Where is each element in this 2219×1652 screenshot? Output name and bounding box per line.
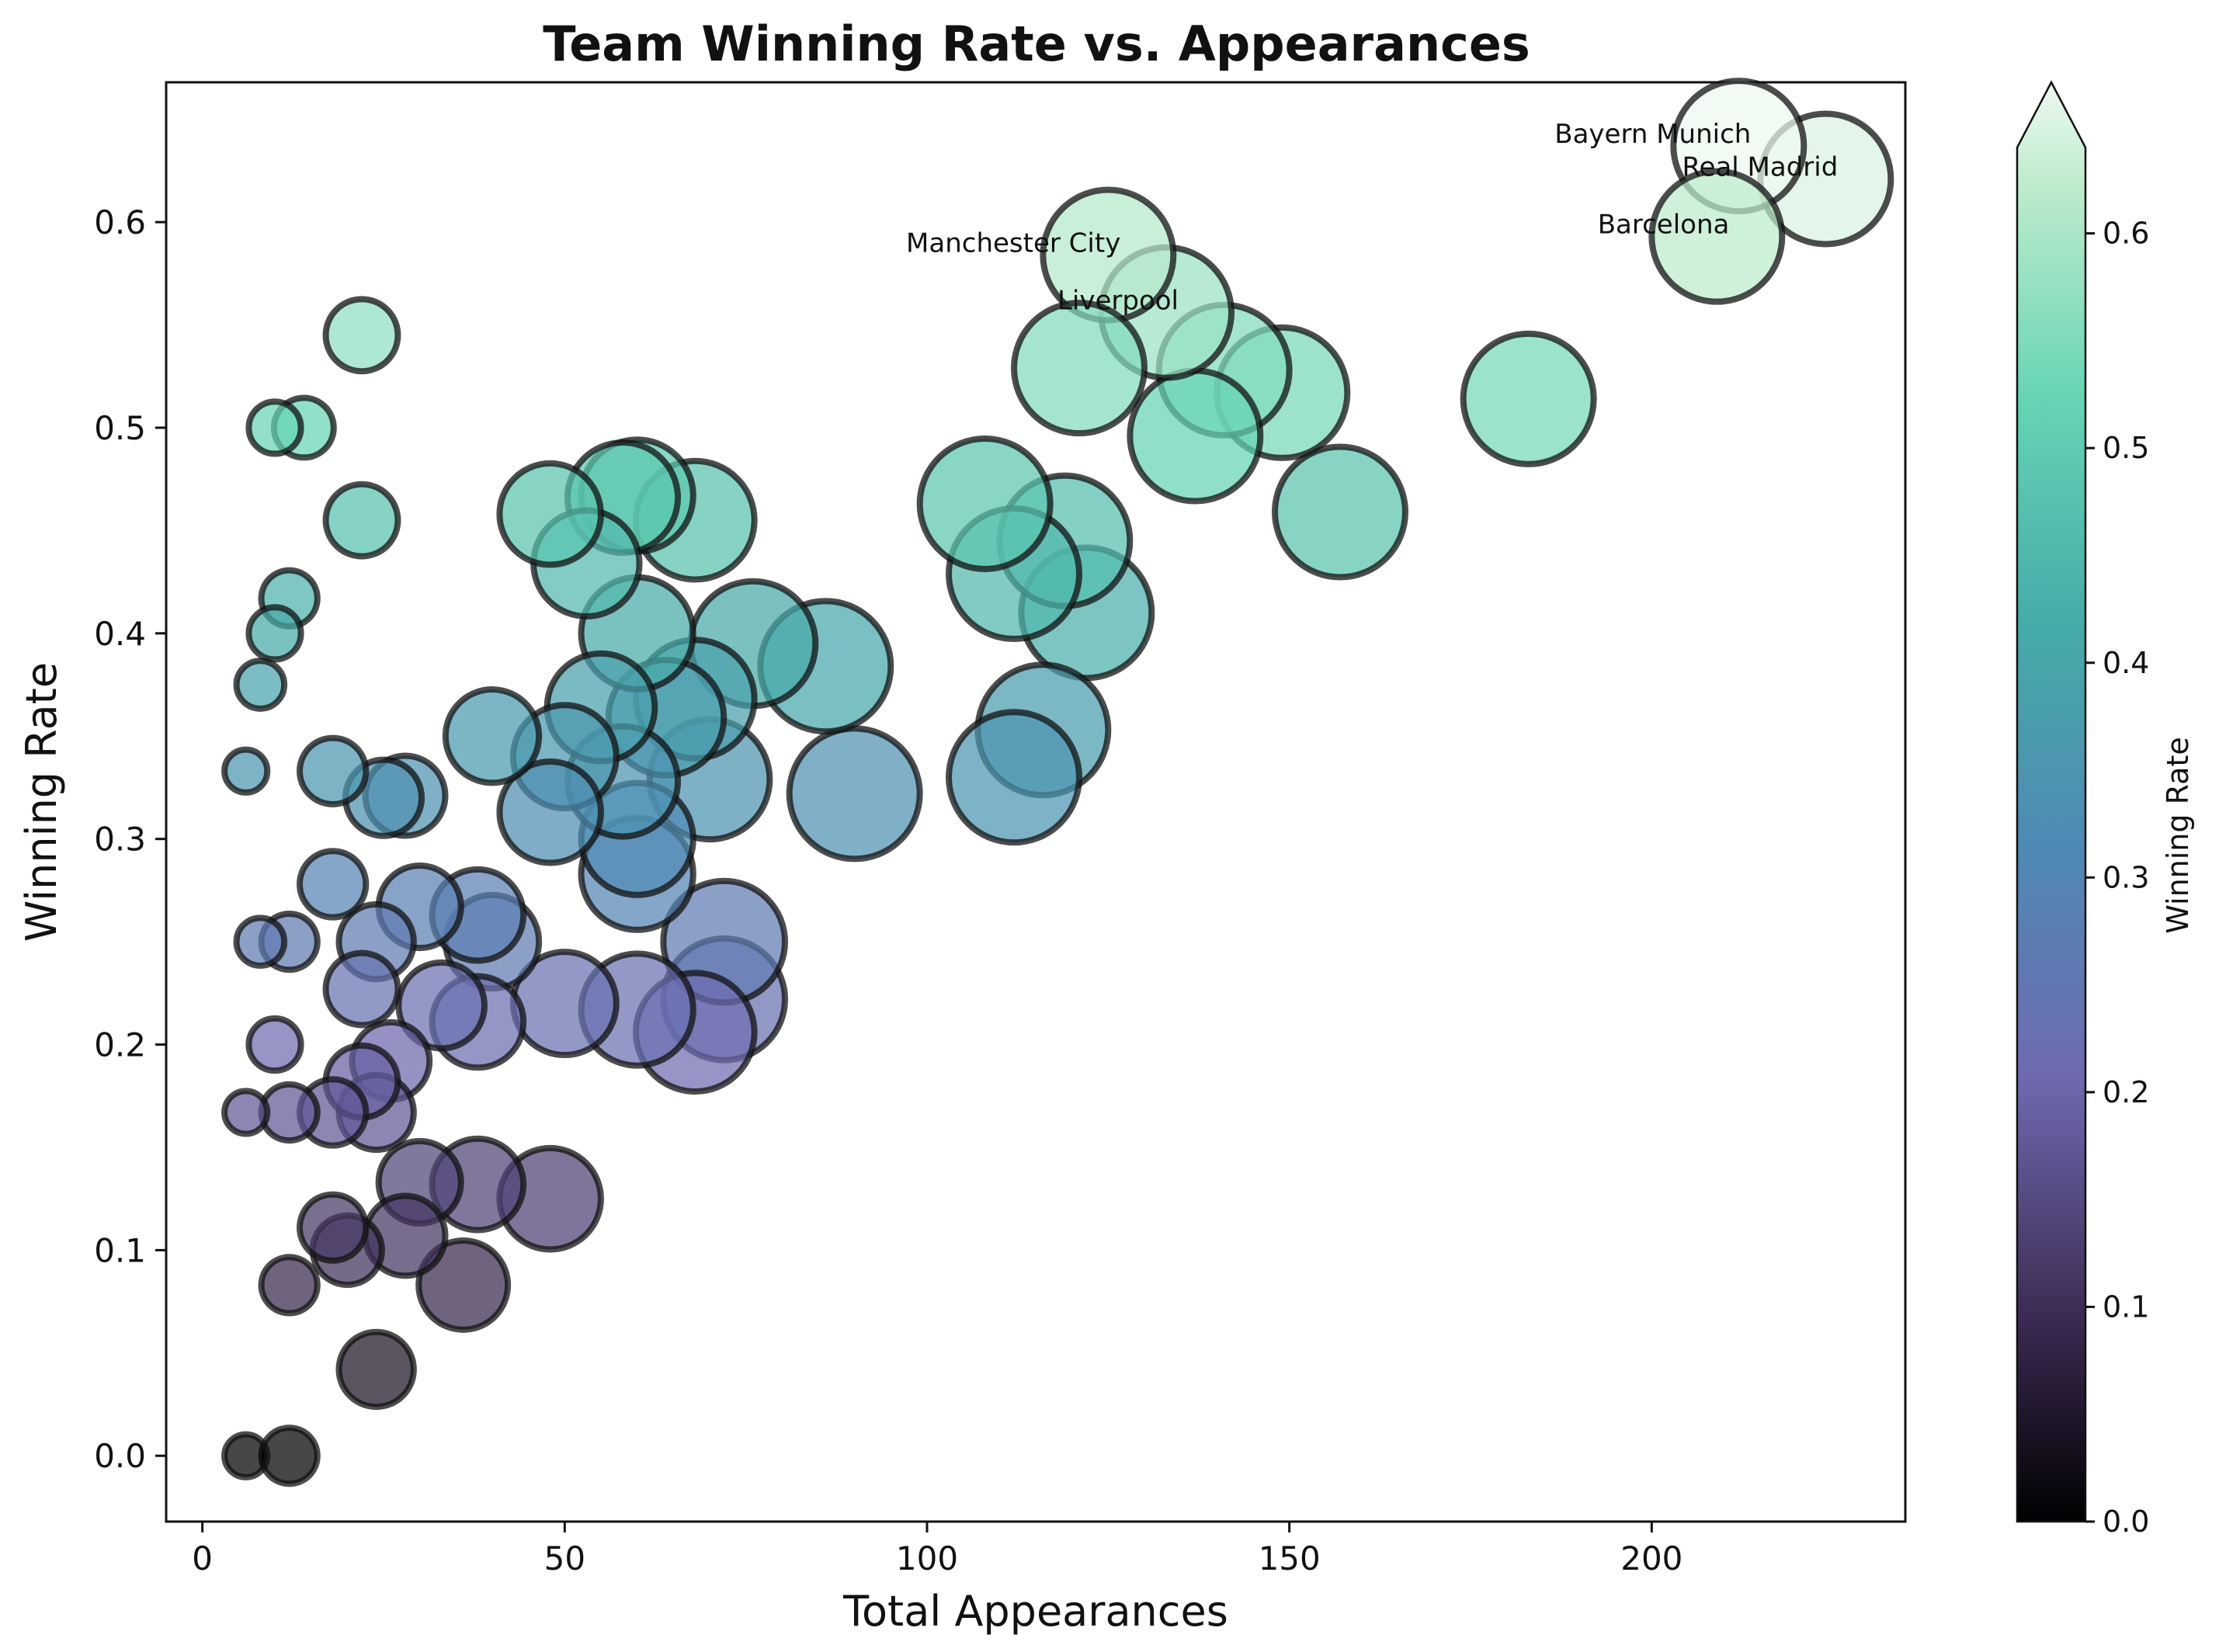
data-point [296,734,370,807]
colorbar-tick-label: 0.5 [2103,431,2149,465]
x-tick-label: 100 [896,1539,958,1577]
y-tick-label: 0.5 [94,409,146,447]
data-point [496,460,604,568]
y-tick-label: 0.0 [94,1437,146,1475]
data-point [221,1088,271,1137]
data-point [415,1237,512,1333]
x-tick-label: 0 [192,1539,213,1577]
colorbar-ticks: 0.0 0.1 0.2 0.3 0.4 0.5 0.6 [2085,217,2149,1539]
data-point [786,725,923,862]
data-point [1011,300,1148,437]
colorbar-tick-label: 0.3 [2103,860,2149,894]
data-point [221,1431,271,1480]
x-axis-label: Total Appearances [842,1587,1228,1636]
data-point [322,296,401,375]
annotation-label: Liverpool [1057,286,1179,317]
data-point [221,746,271,796]
data-point [335,1328,417,1411]
data-point [496,758,604,866]
y-tick-label: 0.3 [94,821,146,859]
data-point [442,686,543,786]
colorbar-tick-label: 0.0 [2103,1504,2149,1539]
x-tick-label: 200 [1620,1539,1682,1577]
annotation-label: Real Madrid [1682,151,1838,182]
y-tick-label: 0.1 [94,1231,146,1269]
data-point [395,959,488,1052]
scatter-points [221,78,1894,1487]
data-point [258,1254,321,1317]
data-point [245,604,304,663]
data-point [946,709,1082,846]
annotation-label: Barcelona [1598,210,1730,241]
data-point [322,481,401,560]
data-point [233,658,288,712]
colorbar-tick-label: 0.1 [2103,1289,2149,1324]
colorbar-tick-label: 0.4 [2103,646,2149,680]
x-tick-label: 150 [1259,1539,1321,1577]
chart-title: Team Winning Rate vs. Appearances [543,16,1530,72]
y-tick-label: 0.6 [94,203,146,241]
x-axis: 0 50 100 150 200 [192,1522,1682,1577]
x-tick-label: 50 [544,1539,585,1577]
colorbar-tick-label: 0.6 [2103,217,2149,251]
colorbar-scale [2016,80,2087,1523]
data-point [1272,443,1408,581]
data-point [245,1015,304,1074]
colorbar-label: Winning Rate [2161,737,2195,933]
y-axis: 0.0 0.1 0.2 0.3 0.4 0.5 0.6 [94,203,166,1475]
data-point [916,435,1054,572]
y-axis-label: Winning Rate [17,662,66,942]
data-point [296,848,370,921]
data-point [296,1191,370,1264]
y-tick-label: 0.4 [94,615,146,653]
data-point [245,398,304,457]
data-point [1648,168,1786,305]
data-point [1460,330,1597,467]
colorbar: 0.0 0.1 0.2 0.3 0.4 0.5 0.6 Winning Rate [2016,80,2195,1539]
y-tick-label: 0.2 [94,1026,146,1064]
annotation-label: Bayern Munich [1554,119,1751,150]
data-point [322,949,401,1029]
data-point [233,914,288,969]
annotation-label: Manchester City [906,227,1120,259]
data-point [1127,367,1264,505]
colorbar-tick-label: 0.2 [2103,1075,2149,1109]
